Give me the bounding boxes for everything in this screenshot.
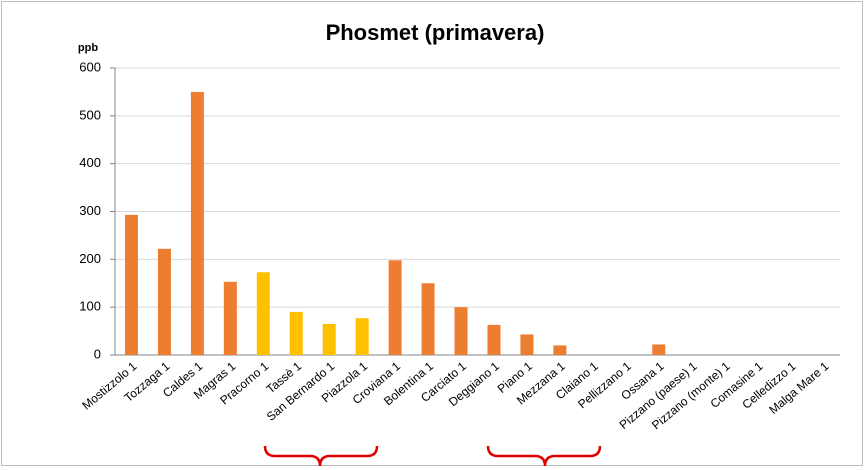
bar <box>289 311 303 355</box>
y-tick-label: 0 <box>94 346 101 361</box>
bar <box>322 323 336 355</box>
bar <box>421 283 435 355</box>
bar <box>553 345 567 355</box>
bar <box>487 324 501 355</box>
bar <box>520 334 534 355</box>
bar <box>454 307 468 355</box>
y-tick-label: 400 <box>79 155 101 170</box>
bar <box>388 260 402 355</box>
bracket <box>486 445 602 467</box>
y-tick-label: 200 <box>79 251 101 266</box>
bar <box>157 248 171 355</box>
bar <box>223 281 237 355</box>
y-tick-label: 600 <box>79 59 101 74</box>
y-axis-label: ppb <box>78 42 98 54</box>
y-tick-label: 100 <box>79 299 101 314</box>
y-tick-label: 300 <box>79 203 101 218</box>
bar <box>652 344 666 355</box>
bar <box>190 91 204 356</box>
bar <box>256 272 270 355</box>
chart-title: Phosmet (primavera) <box>326 20 545 45</box>
bar <box>355 318 369 355</box>
bracket <box>263 445 379 467</box>
y-tick-label: 500 <box>79 107 101 122</box>
bar <box>124 214 138 355</box>
